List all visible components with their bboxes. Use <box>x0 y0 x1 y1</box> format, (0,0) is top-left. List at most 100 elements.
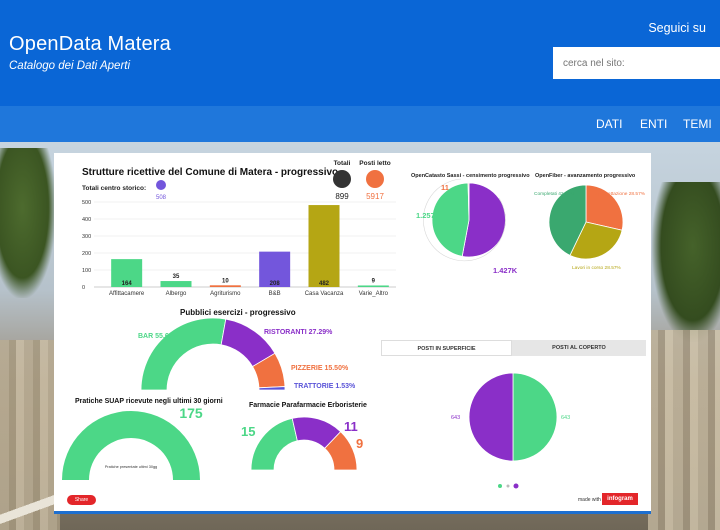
pie-label: 1.257 <box>416 211 435 220</box>
openfiber-pie: Completati 42.86% In progettazione 28.57%… <box>534 184 646 271</box>
bar-chart-grid: 0 100 200 300 400 500 <box>82 200 396 291</box>
pie-slice <box>467 182 470 221</box>
pie-slice <box>548 184 587 256</box>
totali-label: Totali <box>334 160 351 167</box>
bar-0 <box>111 259 143 287</box>
bar-x-label: Agriturismo <box>210 291 241 297</box>
donut-label: 15 <box>241 424 255 439</box>
gauge-value: 175 <box>179 405 203 421</box>
bar-y-tick: 400 <box>82 217 91 223</box>
made-with-label: made with <box>578 497 601 503</box>
bar-chart-bars: 164 Affittacamere 35 Albergo 10 Agriturismo 20… <box>109 205 389 297</box>
bar-y-tick: 300 <box>82 234 91 240</box>
centro-storico-dot <box>156 180 166 190</box>
donut-segment <box>258 386 286 391</box>
tree-right <box>652 182 720 342</box>
farmacie-title: Farmacie Parafarmacie Erboristerie <box>249 402 367 409</box>
bar-5 <box>357 285 389 287</box>
pie-slice <box>585 184 624 231</box>
pie-label: 1.427K <box>493 266 518 275</box>
pie-slice <box>512 372 558 462</box>
site-title[interactable]: OpenData Matera <box>9 33 171 55</box>
pie-label: 643 <box>561 415 570 421</box>
tree-left <box>0 148 56 298</box>
donut-segment <box>140 317 227 391</box>
bar-1 <box>160 281 192 287</box>
pie-label: Lavori in corso 28.57% <box>572 265 622 271</box>
tab-posti-coperto[interactable]: POSTI AL COPERTO <box>512 340 646 356</box>
bar-x-label: Casa Vacanza <box>305 291 344 297</box>
bar-value-label: 9 <box>372 278 376 284</box>
bar-4 <box>308 205 340 287</box>
infogram-dashboard: Strutture ricettive del Comune di Matera… <box>54 153 651 514</box>
donut-label: 9 <box>356 436 363 451</box>
donut-label: TRATTORIE 1.53% <box>294 383 356 390</box>
bar-2 <box>209 285 241 287</box>
pie-outline <box>423 178 506 262</box>
bar-value-label: 482 <box>319 281 330 287</box>
centro-storico-value: 508 <box>156 195 167 201</box>
bar-y-tick: 500 <box>82 200 91 206</box>
totali-dot <box>333 170 351 188</box>
gauge-caption: Pratiche presentate ultimi 30gg <box>105 465 157 469</box>
pie-slice <box>461 182 507 258</box>
suap-title: Pratiche SUAP ricevute negli ultimi 30 g… <box>75 398 223 405</box>
bar-value-label: 208 <box>270 281 281 287</box>
pager-dot-2[interactable] <box>506 484 510 488</box>
pie-slice <box>468 372 514 462</box>
pie-label: 643 <box>451 415 460 421</box>
donut-label: 11 <box>344 419 358 434</box>
gauge-arc <box>62 410 200 480</box>
main-nav: DATI ENTI TEMI <box>0 106 720 142</box>
openfiber-title: OpenFiber - avanzamento progressivo <box>535 173 636 179</box>
tab-posti-superficie[interactable]: POSTI IN SUPERFICIE <box>381 340 512 356</box>
bar-value-label: 10 <box>222 278 229 284</box>
donut-segment <box>250 417 298 471</box>
bar-value-label: 35 <box>173 274 180 280</box>
centro-storico-label: Totali centro storico: <box>82 185 146 192</box>
dashboard-bottom-strip <box>54 511 651 514</box>
bar-y-tick: 100 <box>82 268 91 274</box>
follow-label: Seguici su <box>648 21 706 35</box>
pubblici-esercizi-donut: BAR 55.68% RISTORANTI 27.29% PIZZERIE 15.5… <box>138 317 356 391</box>
donut-label: PIZZERIE 15.50% <box>291 365 349 372</box>
posti-letto-label: Posti letto <box>359 160 390 167</box>
posti-letto-dot <box>366 170 384 188</box>
nav-item-dati[interactable]: DATI <box>596 117 623 131</box>
suap-gauge: 175 Pratiche presentate ultimi 30gg <box>62 405 203 480</box>
totali-value: 899 <box>335 192 349 201</box>
pie-label: In progettazione 28.57% <box>593 191 646 197</box>
houses-right <box>648 330 720 530</box>
pager-dot-1[interactable] <box>498 484 502 488</box>
site-subtitle: Catalogo dei Dati Aperti <box>9 60 131 72</box>
pager-dot-3[interactable] <box>513 483 519 489</box>
opencatasto-pie: 1.427K 1.257 11 <box>416 178 518 275</box>
search-input[interactable] <box>553 47 720 79</box>
donut-segment <box>324 431 358 471</box>
farmacie-donut: 15 11 9 <box>241 416 363 471</box>
road <box>0 490 60 530</box>
pubblici-esercizi-title: Pubblici esercizi - progressivo <box>180 308 296 317</box>
bar-y-tick: 0 <box>82 285 85 291</box>
bar-x-label: Affittacamere <box>109 291 145 297</box>
site-header: OpenData Matera Catalogo dei Dati Aperti… <box>0 0 720 106</box>
bar-value-label: 164 <box>122 281 133 287</box>
pie-label: 11 <box>441 183 449 192</box>
bar-x-label: Varie_Altro <box>359 291 389 297</box>
donut-label: RISTORANTI 27.29% <box>264 329 333 336</box>
nav-item-enti[interactable]: ENTI <box>640 117 668 131</box>
opencatasto-title: OpenCatasto Sassi - censimento progressi… <box>411 173 530 179</box>
bar-x-label: Albergo <box>166 291 187 297</box>
nav-item-temi[interactable]: TEMI <box>683 117 712 131</box>
donut-label: BAR 55.68% <box>138 333 180 340</box>
pie-label: Completati 42.86% <box>534 191 575 197</box>
bar-chart-title: Strutture ricettive del Comune di Matera… <box>82 167 338 178</box>
bar-y-tick: 200 <box>82 251 91 257</box>
infogram-logo[interactable]: infogram <box>602 493 638 505</box>
pie-slice <box>569 221 623 260</box>
share-button[interactable]: Share <box>67 495 96 505</box>
bar-x-label: B&B <box>269 291 281 297</box>
dashboard-charts: Strutture ricettive del Comune di Matera… <box>62 160 646 489</box>
bar-3 <box>259 251 291 287</box>
posti-superficie-pie: 643 643 <box>451 372 570 462</box>
